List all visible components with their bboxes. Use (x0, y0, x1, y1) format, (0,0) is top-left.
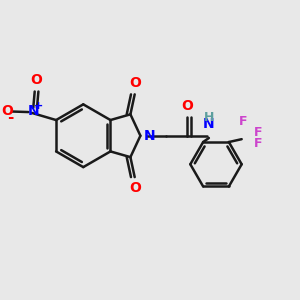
Text: N: N (203, 118, 215, 131)
Text: N: N (28, 103, 39, 118)
Text: F: F (254, 125, 262, 139)
Text: H: H (204, 111, 214, 124)
Text: -: - (7, 110, 13, 125)
Text: O: O (182, 99, 194, 113)
Text: O: O (129, 182, 141, 195)
Text: O: O (1, 104, 13, 118)
Text: N: N (144, 129, 155, 143)
Text: F: F (254, 137, 262, 150)
Text: O: O (30, 73, 42, 87)
Text: +: + (34, 101, 43, 111)
Text: O: O (129, 76, 141, 90)
Text: F: F (239, 115, 247, 128)
